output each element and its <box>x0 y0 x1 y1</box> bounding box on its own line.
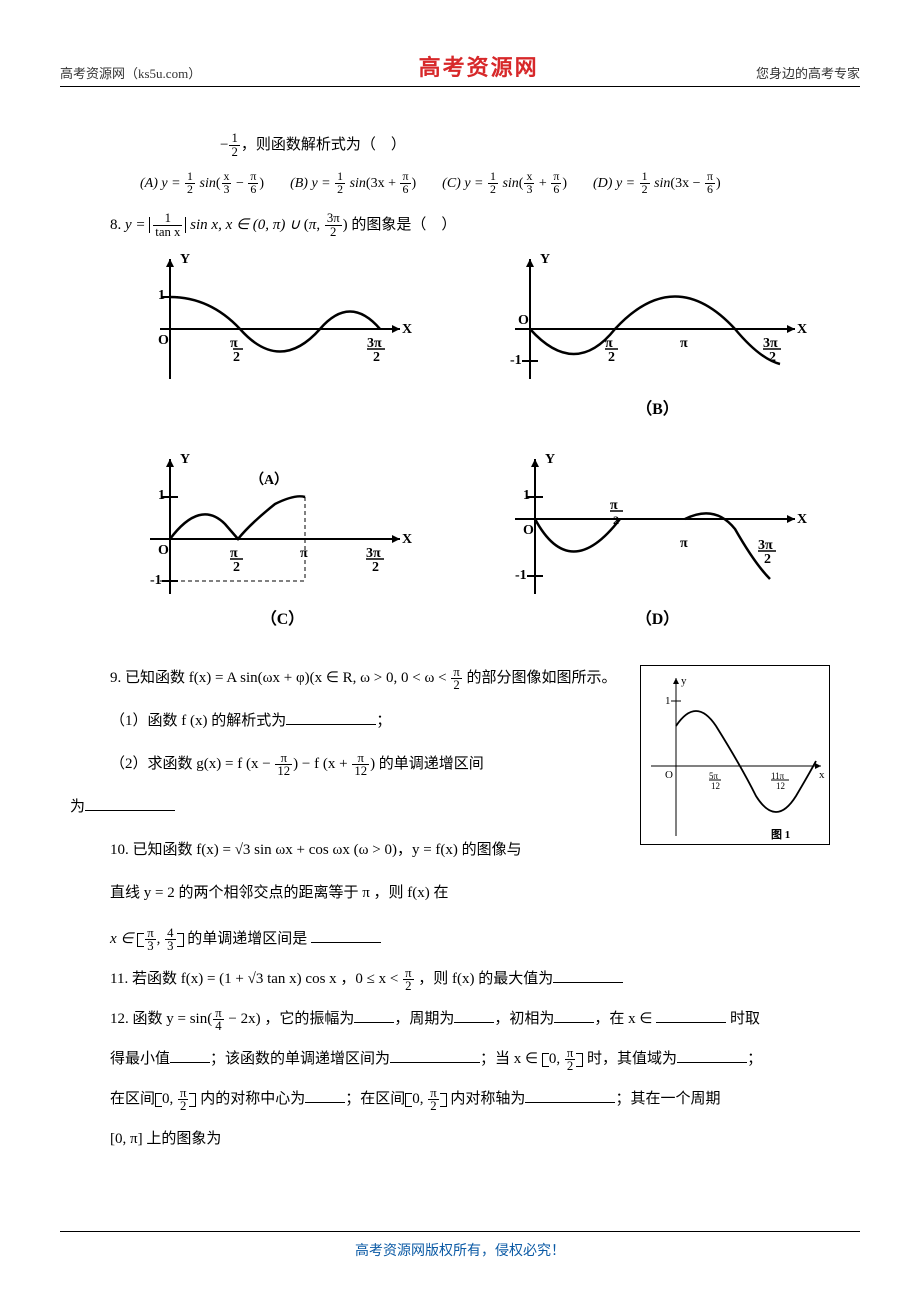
svg-text:X: X <box>797 322 807 337</box>
graph-lower-left: 1 O -1 X Y （A） π 2 <box>110 449 455 639</box>
header-title: 高考资源网 <box>419 50 539 82</box>
svg-text:2: 2 <box>613 513 619 527</box>
q9-part1: （1）函数 f (x) 的解析式为； <box>110 702 620 741</box>
q10-line2: 直线 y = 2 的两个相邻交点的距离等于 π ，则 f(x) 在 <box>110 874 620 913</box>
svg-text:O: O <box>518 313 529 328</box>
svg-text:O: O <box>158 543 169 558</box>
svg-text:X: X <box>402 532 412 547</box>
blank <box>554 1007 594 1024</box>
svg-text:-1: -1 <box>510 353 522 368</box>
q7-options: (A) y = 12 sin(x3 − π6) (B) y = 12 sin(3… <box>140 167 830 201</box>
q8-label: 8. <box>110 217 121 233</box>
svg-text:Y: Y <box>180 452 190 467</box>
blank <box>553 967 623 984</box>
footer-text: 高考资源网版权所有，侵权必究！ <box>0 1240 920 1290</box>
svg-text:12: 12 <box>711 781 720 791</box>
page-header: 高考资源网（ks5u.com） 高考资源网 您身边的高考专家 <box>60 50 860 87</box>
q7-continuation: −12，则函数解析式为（ ） <box>220 127 830 163</box>
blank <box>656 1007 726 1024</box>
footer-rule <box>60 1231 860 1232</box>
q12-b: 得最小值；该函数的单调递增区间为；当 x ∈ 0, π2 时，其值域为； <box>110 1041 830 1077</box>
blank <box>305 1087 345 1104</box>
svg-text:1: 1 <box>665 695 671 707</box>
graph-upper-left: 1 O X Y π 2 3π 2 <box>110 249 455 429</box>
graph-c-label: （C） <box>110 601 455 639</box>
svg-text:2: 2 <box>233 350 240 365</box>
graph-b-label: （B） <box>485 391 830 429</box>
q11-label: 11. <box>110 971 128 987</box>
svg-text:Y: Y <box>180 252 190 267</box>
q12-a: 12. 函数 y = sin(π4 − 2x) ，它的振幅为，周期为，初相为，在… <box>110 1001 830 1037</box>
q10-line1: 10. 已知函数 f(x) = √3 sin ωx + cos ωx (ω > … <box>110 831 620 870</box>
svg-text:O: O <box>523 523 534 538</box>
svg-text:1: 1 <box>158 488 165 503</box>
svg-text:2: 2 <box>608 350 615 365</box>
blank <box>85 795 175 812</box>
q12-c: 在区间0, π2 内的对称中心为；在区间0, π2 内对称轴为；其在一个周期 <box>110 1081 830 1117</box>
svg-text:（A）: （A） <box>250 472 288 488</box>
svg-text:1: 1 <box>523 488 530 503</box>
neg-sign: − <box>220 137 228 153</box>
q12-label: 12. <box>110 1011 129 1027</box>
svg-text:-1: -1 <box>515 568 527 583</box>
q8-graphs: 1 O X Y π 2 3π 2 <box>110 249 830 640</box>
q8-stem: 8. y = 1tan x sin x, x ∈ (0, π) ∪ (π, 3π… <box>110 207 830 243</box>
svg-text:12: 12 <box>776 781 785 791</box>
blank <box>454 1007 494 1024</box>
q9-figure: y x O 1 5π 12 11π 12 图 1 <box>640 665 830 845</box>
svg-text:π: π <box>680 336 688 351</box>
svg-text:π: π <box>680 536 688 551</box>
blank <box>677 1047 747 1064</box>
svg-text:2: 2 <box>764 552 771 567</box>
q9-part2: （2）求函数 g(x) = f (x − π12) − f (x + π12) … <box>110 745 620 784</box>
svg-text:X: X <box>402 322 412 337</box>
blank <box>354 1007 394 1024</box>
header-right: 您身边的高考专家 <box>756 63 860 82</box>
graph-lower-right: 1 O -1 Y X π 2 π 3π <box>485 449 830 639</box>
blank <box>525 1087 615 1104</box>
q11: 11. 若函数 f(x) = (1 + √3 tan x) cos x ，0 ≤… <box>110 961 830 997</box>
q12-d: [0, π] 上的图象为 <box>110 1121 830 1157</box>
option-b: (B) y = 12 sin(3x + π6) <box>290 167 416 201</box>
q9-stem: 9. 已知函数 f(x) = A sin(ωx + φ)(x ∈ R, ω > … <box>110 659 620 698</box>
q9-label: 9. <box>110 670 121 686</box>
svg-text:x: x <box>819 769 825 781</box>
blank <box>170 1047 210 1064</box>
graph-upper-right: O -1 Y X π 2 π 3π 2 （B） <box>485 249 830 429</box>
svg-text:Y: Y <box>540 252 550 267</box>
svg-text:1: 1 <box>158 288 165 303</box>
blank <box>286 709 376 726</box>
svg-text:2: 2 <box>372 560 379 575</box>
blank <box>390 1047 480 1064</box>
svg-text:2: 2 <box>769 350 776 365</box>
svg-text:π: π <box>300 546 308 561</box>
q10-label: 10. <box>110 842 129 858</box>
graph-d-label: （D） <box>485 601 830 639</box>
svg-text:X: X <box>797 512 807 527</box>
svg-text:-1: -1 <box>150 573 162 588</box>
q10-line3: x ∈ π3, 43 的单调递增区间是 <box>110 921 830 957</box>
svg-text:O: O <box>158 333 169 348</box>
q9-row: 9. 已知函数 f(x) = A sin(ωx + φ)(x ∈ R, ω > … <box>110 655 830 917</box>
svg-text:2: 2 <box>373 350 380 365</box>
option-d: (D) y = 12 sin(3x − π6) <box>593 167 721 201</box>
blank <box>311 927 381 944</box>
header-left: 高考资源网（ks5u.com） <box>60 63 201 82</box>
q9-part2b: 为 <box>70 788 620 827</box>
option-a: (A) y = 12 sin(x3 − π6) <box>140 167 264 201</box>
content-body: −12，则函数解析式为（ ） (A) y = 12 sin(x3 − π6) (… <box>60 127 860 1157</box>
svg-text:O: O <box>665 769 673 781</box>
svg-text:图 1: 图 1 <box>771 828 790 841</box>
q7-tail: ，则函数解析式为（ ） <box>241 137 406 153</box>
svg-text:y: y <box>681 675 687 687</box>
svg-text:Y: Y <box>545 452 555 467</box>
svg-text:2: 2 <box>233 560 240 575</box>
option-c: (C) y = 12 sin(x3 + π6) <box>442 167 567 201</box>
